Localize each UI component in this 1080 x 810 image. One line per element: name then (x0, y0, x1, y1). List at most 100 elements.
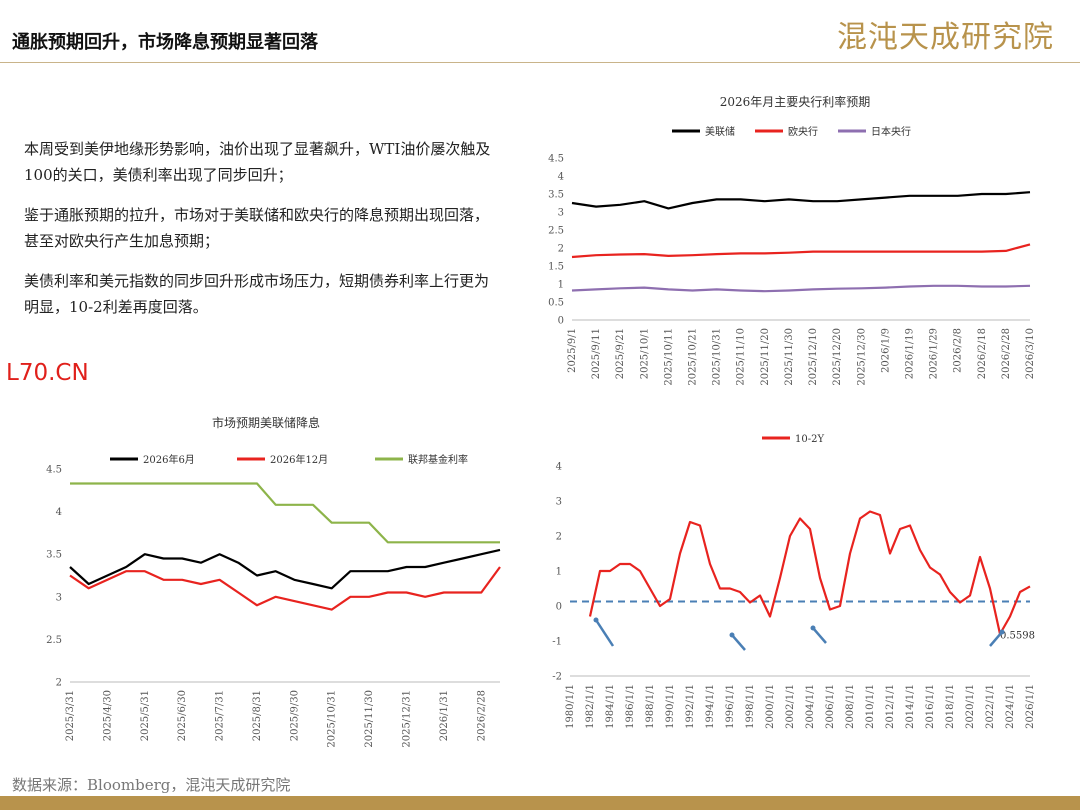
x-tick-label: 2026/2/28 (1001, 328, 1012, 379)
x-tick-label: 2025/4/30 (102, 690, 113, 741)
header-rule (0, 62, 1080, 63)
x-tick-label: 2026/3/10 (1025, 328, 1036, 379)
y-tick-label: -1 (552, 637, 562, 648)
x-tick-label: 2025/10/21 (688, 328, 699, 386)
arrow-head (593, 617, 599, 623)
y-tick-label: 3.5 (46, 550, 62, 561)
legend-label: 联邦基金利率 (408, 453, 468, 466)
y-tick-label: 3.5 (548, 190, 564, 201)
y-tick-label: 4.5 (548, 154, 564, 165)
legend-label: 美联储 (705, 125, 735, 138)
chart-title: 市场预期美联储降息 (212, 415, 320, 430)
body-text: 本周受到美伊地缘形势影响，油价出现了显著飙升，WTI油价屡次触及100的关口，美… (24, 136, 496, 334)
x-tick-label: 2025/10/31 (712, 328, 723, 386)
x-tick-label: 2025/7/31 (215, 690, 226, 741)
x-tick-label: 1988/1/1 (645, 684, 656, 729)
x-tick-label: 1982/1/1 (585, 684, 596, 729)
x-tick-label: 2012/1/1 (885, 684, 896, 729)
x-tick-label: 2026/2/8 (953, 328, 964, 373)
watermark: L70.CN (6, 360, 89, 386)
x-tick-label: 2004/1/1 (805, 684, 816, 729)
x-tick-label: 2026/1/31 (439, 690, 450, 741)
x-tick-label: 2026/1/29 (929, 328, 940, 379)
x-tick-label: 2026/1/1 (1025, 684, 1036, 729)
x-tick-label: 1992/1/1 (685, 684, 696, 729)
legend-label: 2026年12月 (270, 453, 328, 466)
series-line (69, 566, 501, 611)
y-tick-label: 2.5 (548, 226, 564, 237)
arrow (812, 627, 827, 644)
x-tick-label: 2025/8/31 (252, 690, 263, 741)
logo: 混沌天成研究院 (837, 20, 1054, 55)
x-tick-label: 1996/1/1 (725, 684, 736, 729)
y-tick-label: 2 (56, 678, 62, 689)
footer-bar (0, 796, 1080, 810)
series-line (69, 548, 501, 590)
chart-title: 2026年月主要央行利率预期 (720, 94, 871, 109)
y-tick-label: 3 (56, 592, 62, 603)
x-tick-label: 2025/9/1 (567, 328, 578, 373)
x-tick-label: 2025/9/11 (591, 328, 602, 379)
series-line (571, 243, 1031, 259)
x-tick-label: 2025/6/30 (177, 690, 188, 741)
x-tick-label: 2026/1/9 (880, 328, 891, 373)
series-line (571, 284, 1031, 293)
y-tick-label: 1 (556, 567, 562, 578)
x-tick-label: 1984/1/1 (605, 684, 616, 729)
x-tick-label: 1986/1/1 (625, 684, 636, 729)
x-tick-label: 2025/11/20 (760, 328, 771, 386)
legend-label: 2026年6月 (143, 453, 195, 466)
x-tick-label: 2026/1/19 (904, 328, 915, 379)
x-tick-label: 1998/1/1 (745, 684, 756, 729)
series-line (70, 482, 500, 544)
annotation: 0.5598 (1000, 630, 1035, 641)
y-tick-label: 4 (556, 462, 562, 473)
x-tick-label: 2025/3/31 (65, 690, 76, 741)
arrow-head (729, 632, 735, 638)
x-tick-label: 2026/2/18 (977, 328, 988, 379)
x-tick-label: 2025/12/20 (832, 328, 843, 386)
y-tick-label: 3 (556, 497, 562, 508)
x-tick-label: 2025/10/11 (663, 328, 674, 386)
x-tick-label: 2025/11/30 (784, 328, 795, 386)
arrow (731, 634, 746, 651)
x-tick-label: 1980/1/1 (565, 684, 576, 729)
paragraph: 美债利率和美元指数的同步回升形成市场压力，短期债券利率上行更为明显，10-2利差… (24, 272, 490, 316)
legend-label: 10-2Y (795, 434, 824, 445)
paragraph: 鉴于通胀预期的拉升，市场对于美联储和欧央行的降息预期出现回落，甚至对欧央行产生加… (24, 206, 490, 250)
y-tick-label: 2 (558, 244, 564, 255)
y-tick-label: 3 (558, 208, 564, 219)
y-tick-label: 2.5 (46, 635, 62, 646)
x-tick-label: 2025/11/10 (736, 328, 747, 386)
y-tick-label: 0.5 (548, 298, 564, 309)
y-tick-label: 1.5 (548, 262, 564, 273)
x-tick-label: 2002/1/1 (785, 684, 796, 729)
x-tick-label: 2025/11/30 (364, 690, 375, 748)
arrow-head (999, 629, 1005, 635)
x-tick-label: 2025/9/30 (289, 690, 300, 741)
y-tick-label: 0 (558, 316, 564, 327)
x-tick-label: 2000/1/1 (765, 684, 776, 729)
x-tick-label: 2014/1/1 (905, 684, 916, 729)
x-tick-label: 2026/2/28 (476, 690, 487, 741)
y-tick-label: 1 (558, 280, 564, 291)
legend-label: 日本央行 (871, 125, 911, 138)
header-title: 通胀预期回升，市场降息预期显著回落 (12, 32, 318, 53)
arrow (989, 631, 1003, 647)
x-tick-label: 2018/1/1 (945, 684, 956, 729)
series-line (571, 191, 1031, 210)
y-tick-label: -2 (552, 672, 562, 683)
arrow-head (810, 625, 816, 631)
x-tick-label: 2025/12/10 (808, 328, 819, 386)
x-tick-label: 2025/9/21 (615, 328, 626, 379)
y-tick-label: 4 (56, 507, 62, 518)
x-tick-label: 1990/1/1 (665, 684, 676, 729)
x-tick-label: 1994/1/1 (705, 684, 716, 729)
x-tick-label: 2022/1/1 (985, 684, 996, 729)
x-tick-label: 2024/1/1 (1005, 684, 1016, 729)
x-tick-label: 2006/1/1 (825, 684, 836, 729)
y-tick-label: 2 (556, 532, 562, 543)
arrow (594, 619, 615, 647)
